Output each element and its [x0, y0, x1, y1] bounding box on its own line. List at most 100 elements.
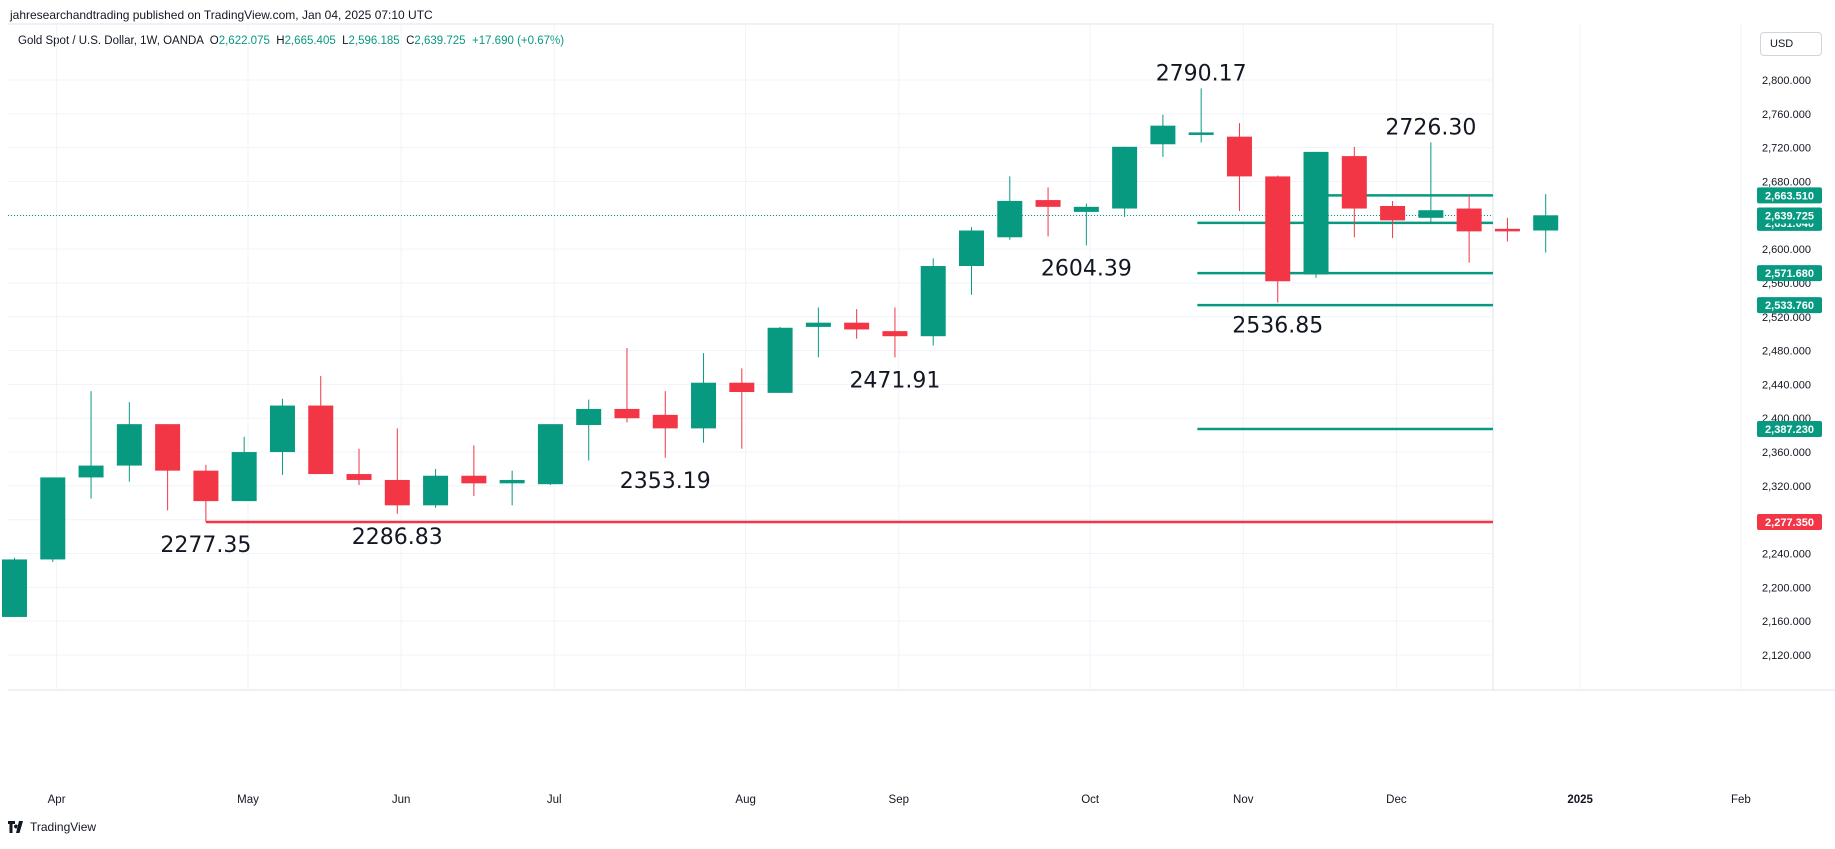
candle-body	[155, 424, 181, 471]
close-label: C	[406, 35, 415, 47]
currency-button[interactable]: USD	[1760, 32, 1822, 56]
price-tag-label: 2,663.510	[1765, 190, 1814, 202]
price-tags: 2,663.5102,631.0402,571.6802,533.7602,38…	[1757, 187, 1822, 530]
price-tag: 2,277.350	[1757, 513, 1822, 530]
footer-brand-label: TradingView	[30, 820, 97, 834]
candle-down	[1226, 123, 1252, 212]
candle-body	[691, 382, 717, 429]
candle-body	[423, 475, 449, 506]
change-value: +17.690 (+0.67%)	[471, 35, 565, 47]
candle-body	[231, 452, 257, 502]
y-tick-label: 2,160.000	[1762, 616, 1811, 628]
footer-brand[interactable]: TradingView	[8, 820, 96, 834]
open-value: 2,622.075	[218, 35, 270, 47]
candle-body	[1380, 205, 1406, 221]
y-tick-label: 2,320.000	[1762, 481, 1811, 493]
low-value: 2,596.185	[348, 35, 400, 47]
price-tag: 2,571.680	[1757, 265, 1822, 282]
candle-up	[537, 424, 563, 486]
price-annotation: 2277.35	[160, 533, 251, 558]
candle-up	[691, 353, 717, 443]
annotations: 2790.17 2726.30 2604.39 2536.85 2471.91 2353.…	[160, 61, 1476, 558]
candle-body	[1494, 228, 1520, 232]
candle-up	[78, 391, 104, 499]
candle-down	[614, 348, 640, 423]
x-tick-label: Oct	[1081, 794, 1100, 806]
x-tick-label: Aug	[735, 794, 755, 806]
y-tick-label: 2,200.000	[1762, 582, 1811, 594]
price-annotation: 2286.83	[352, 525, 443, 550]
published-caption: jahresearchandtrading published on Tradi…	[10, 8, 433, 22]
candle-body	[346, 474, 372, 480]
candle-up	[1533, 194, 1559, 253]
candle-body	[576, 408, 602, 425]
symbol-legend: Gold Spot / U.S. Dollar, 1W, OANDA O2,62…	[18, 35, 564, 47]
candle-down	[844, 309, 870, 339]
price-annotation: 2353.19	[620, 469, 711, 494]
candle-up	[231, 436, 257, 502]
candles	[2, 88, 1559, 617]
y-tick-label: 2,800.000	[1762, 75, 1811, 87]
y-tick-label: 2,600.000	[1762, 244, 1811, 256]
candle-down	[1265, 175, 1291, 303]
candle-up	[767, 326, 793, 393]
open-label: O	[209, 35, 219, 47]
y-tick-label: 2,120.000	[1762, 650, 1811, 662]
x-tick-label: Jul	[547, 794, 562, 806]
candle-body	[652, 414, 678, 429]
candle-body	[844, 322, 870, 330]
candle-down	[882, 307, 908, 358]
candle-body	[1226, 136, 1252, 177]
candle-body	[1035, 200, 1061, 207]
candle-body	[2, 559, 27, 617]
candle-body	[1112, 146, 1138, 209]
candle-up	[423, 468, 449, 508]
candle-up	[1112, 146, 1138, 217]
price-tag-bg	[1757, 187, 1822, 204]
candle-body	[614, 408, 640, 419]
price-tag-bg	[1757, 421, 1822, 438]
candle-up	[1303, 151, 1329, 278]
y-tick-label: 2,440.000	[1762, 379, 1811, 391]
x-tick-label: Sep	[889, 794, 909, 806]
x-tick-label: Apr	[48, 794, 66, 806]
candle-up	[116, 402, 142, 482]
candle-up	[1150, 114, 1176, 157]
high-label: H	[276, 35, 285, 47]
price-tag-label: 2,533.760	[1765, 300, 1814, 312]
price-tag-label: 2,639.725	[1765, 211, 1814, 223]
price-annotation: 2790.17	[1156, 61, 1247, 86]
candle-down	[461, 445, 487, 497]
candle-down	[384, 428, 410, 514]
candle-body	[1188, 132, 1214, 135]
price-tag-bg	[1757, 513, 1822, 530]
candle-down	[652, 391, 678, 458]
y-tick-label: 2,520.000	[1762, 312, 1811, 324]
price-annotation: 2471.91	[849, 368, 940, 393]
candle-body	[78, 465, 104, 478]
candle-body	[959, 230, 984, 267]
candle-up	[576, 399, 602, 461]
candle-up	[959, 227, 984, 295]
time-axis: Apr May Jun Jul Aug Sep Oct Nov Dec 2025 Feb	[48, 794, 1751, 806]
price-tag: 2,639.725	[1757, 207, 1822, 224]
candle-up	[499, 470, 525, 506]
candle-down	[308, 375, 334, 475]
y-tick-label: 2,360.000	[1762, 447, 1811, 459]
candle-down	[1341, 146, 1367, 238]
candle-down	[155, 424, 181, 511]
candle-up	[2, 557, 27, 617]
price-annotation: 2604.39	[1041, 256, 1132, 281]
candle-body	[997, 200, 1023, 238]
price-tag: 2,533.760	[1757, 297, 1822, 314]
candle-down	[1035, 187, 1061, 237]
candle-body	[384, 479, 410, 506]
close-value: 2,639.725	[414, 35, 466, 47]
price-annotation: 2536.85	[1232, 314, 1323, 339]
price-tag-label: 2,571.680	[1765, 268, 1814, 280]
candle-body	[461, 475, 487, 484]
candle-body	[1533, 215, 1559, 231]
y-tick-label: 2,680.000	[1762, 176, 1811, 188]
candle-body	[308, 405, 334, 475]
